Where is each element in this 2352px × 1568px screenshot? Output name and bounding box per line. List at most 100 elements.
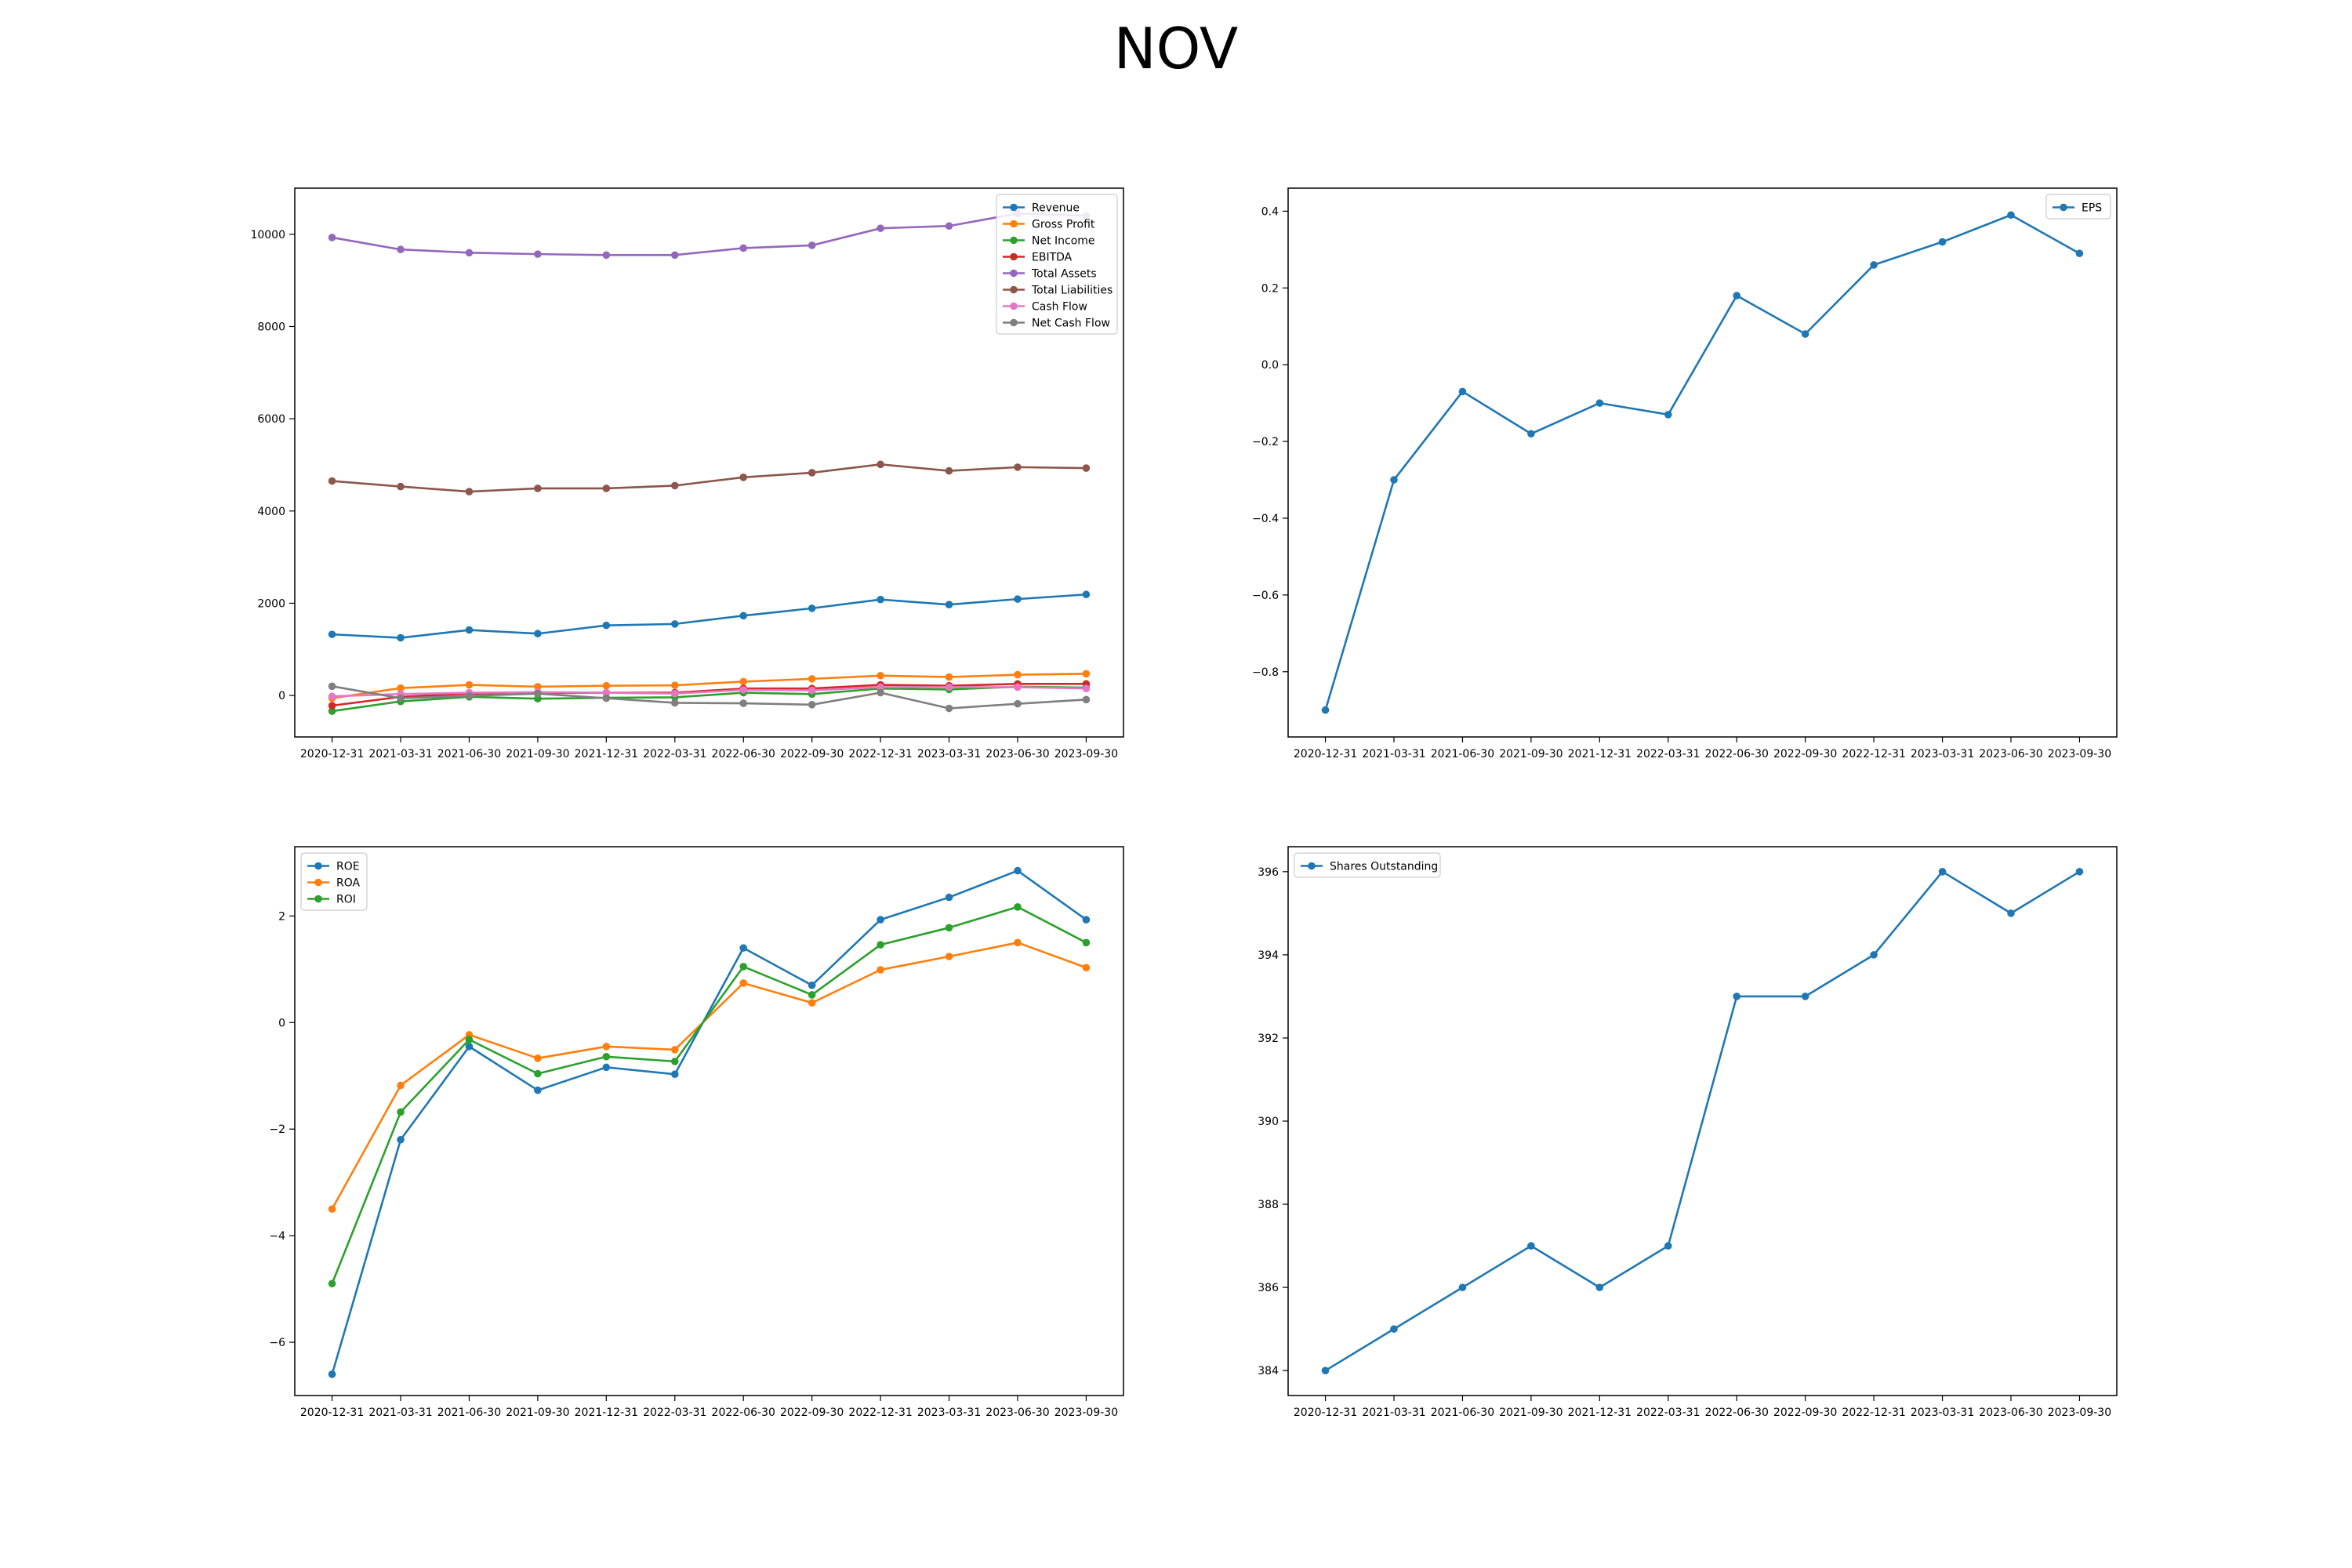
- legend-box: [996, 194, 1118, 335]
- data-point-roa: [534, 1054, 542, 1062]
- x-tick-label: 2022-06-30: [1705, 748, 1769, 760]
- data-point-total-assets: [945, 222, 953, 230]
- x-tick-label: 2022-03-31: [643, 748, 706, 760]
- data-point-gross-profit: [397, 684, 405, 692]
- x-tick-label: 2022-12-31: [848, 1406, 912, 1419]
- data-point-revenue: [670, 620, 679, 628]
- x-tick-label: 2023-03-31: [917, 1406, 981, 1419]
- x-tick-label: 2020-12-31: [300, 748, 364, 760]
- data-point-eps: [1390, 476, 1398, 484]
- data-point-gross-profit: [808, 675, 816, 683]
- data-point-roa: [1014, 938, 1022, 947]
- data-point-net-cash-flow: [1014, 699, 1022, 708]
- data-point-revenue: [739, 612, 748, 620]
- data-point-roa: [1082, 964, 1091, 972]
- legend-label-cash-flow: Cash Flow: [1032, 301, 1087, 314]
- x-tick-label: 2023-09-30: [1054, 748, 1118, 760]
- data-point-roe: [397, 1135, 405, 1144]
- data-point-total-liabilities: [1082, 464, 1091, 472]
- data-point-shares-outstanding: [2075, 868, 2084, 876]
- x-tick-label: 2021-09-30: [1499, 748, 1563, 760]
- x-tick-label: 2021-03-31: [368, 748, 432, 760]
- data-point-revenue: [465, 626, 474, 634]
- y-tick-label: 0.2: [1261, 282, 1279, 295]
- series-line-roa: [331, 942, 1087, 1210]
- legend-swatch-marker: [1010, 318, 1018, 327]
- y-tick-label: −0.8: [1252, 666, 1279, 679]
- data-point-gross-profit: [602, 681, 611, 690]
- data-point-revenue: [877, 595, 884, 604]
- series-line-total-liabilities: [332, 463, 1087, 493]
- data-point-cash-flow: [739, 686, 748, 694]
- data-point-shares-outstanding: [1595, 1283, 1604, 1291]
- data-point-cash-flow: [602, 688, 611, 697]
- data-point-revenue: [328, 630, 336, 638]
- data-point-eps: [1321, 706, 1330, 714]
- data-point-total-liabilities: [670, 481, 679, 490]
- data-point-gross-profit: [670, 681, 679, 689]
- shares-outstanding-chart: 2020-12-31 2021-03-31 2021-06-30 2021-09-30…: [1258, 846, 2118, 1419]
- series-line-roi: [331, 906, 1087, 1284]
- legend-swatch-marker: [314, 895, 322, 903]
- data-point-shares-outstanding: [1390, 1325, 1398, 1333]
- data-point-eps: [1801, 330, 1809, 338]
- data-point-eps: [2075, 249, 2084, 258]
- plot-area-frame: [1287, 187, 2118, 738]
- x-tick-label: 2023-03-31: [1911, 1406, 1974, 1419]
- y-tick-label: 388: [1258, 1199, 1279, 1211]
- legend-box: [1294, 852, 1441, 878]
- data-point-shares-outstanding: [1527, 1242, 1535, 1250]
- data-point-total-liabilities: [328, 477, 336, 485]
- data-point-net-cash-flow: [877, 688, 884, 697]
- data-point-revenue: [602, 621, 611, 630]
- data-point-gross-profit: [877, 671, 884, 680]
- series-line-eps: [1324, 213, 2081, 711]
- x-tick-label: 2022-03-31: [643, 1406, 706, 1419]
- y-tick-label: −4: [269, 1230, 285, 1243]
- x-tick-label: 2021-12-31: [1568, 748, 1632, 760]
- data-point-cash-flow: [670, 689, 679, 698]
- legend-label-shares-outstanding: Shares Outstanding: [1330, 861, 1438, 873]
- y-tick-label: −0.6: [1252, 590, 1279, 602]
- legend-label-total-liabilities: Total Liabilities: [1031, 285, 1112, 297]
- y-tick-label: 392: [1258, 1033, 1279, 1045]
- data-point-roi: [397, 1108, 405, 1116]
- data-point-roa: [808, 999, 816, 1007]
- data-point-eps: [1870, 261, 1878, 269]
- x-tick-label: 2022-12-31: [848, 748, 912, 760]
- legend-box: [2045, 194, 2111, 220]
- legend-label-roe: ROE: [336, 861, 360, 873]
- data-point-shares-outstanding: [1801, 993, 1809, 1000]
- x-tick-label: 2020-12-31: [1294, 748, 1357, 760]
- data-point-total-assets: [397, 245, 405, 254]
- data-point-gross-profit: [945, 673, 953, 681]
- series-line-total-assets: [332, 212, 1087, 256]
- x-tick-label: 2021-06-30: [437, 1406, 501, 1419]
- y-tick-label: −0.4: [1252, 513, 1279, 525]
- data-point-revenue: [945, 601, 953, 608]
- data-point-shares-outstanding: [2007, 909, 2015, 917]
- plot-area-frame: [294, 846, 1124, 1396]
- data-point-net-cash-flow: [602, 694, 611, 702]
- data-point-gross-profit: [1082, 670, 1091, 678]
- eps-chart: 2020-12-31 2021-03-31 2021-06-30 2021-09-30…: [1252, 187, 2118, 760]
- data-point-gross-profit: [534, 683, 542, 691]
- plot-area-frame: [294, 187, 1124, 738]
- data-point-ebitda: [328, 702, 336, 710]
- x-tick-label: 2021-03-31: [1362, 1406, 1425, 1419]
- data-point-net-cash-flow: [739, 699, 748, 707]
- data-point-net-cash-flow: [1082, 695, 1091, 704]
- legend-swatch-marker: [1010, 203, 1018, 212]
- y-tick-label: 2: [278, 910, 285, 923]
- x-tick-label: 2023-09-30: [2048, 748, 2111, 760]
- y-tick-label: −6: [269, 1337, 285, 1349]
- page-title: NOV: [1113, 16, 1239, 82]
- data-point-net-cash-flow: [397, 694, 405, 702]
- data-point-net-cash-flow: [945, 704, 953, 713]
- data-point-roa: [739, 979, 748, 987]
- data-point-roe: [328, 1370, 336, 1378]
- legend-label-gross-profit: Gross Profit: [1032, 219, 1095, 231]
- data-point-total-assets: [739, 244, 748, 252]
- data-point-roi: [1014, 902, 1022, 911]
- data-point-eps: [1733, 292, 1741, 299]
